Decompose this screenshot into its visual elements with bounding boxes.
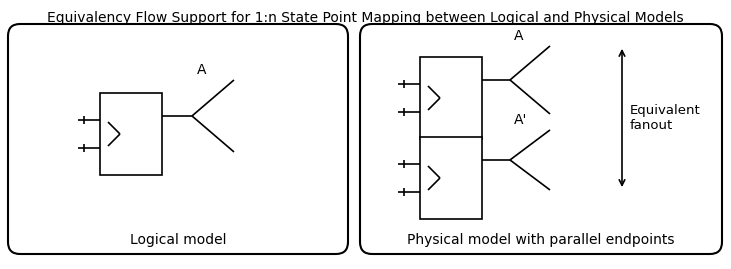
Text: Equivalency Flow Support for 1:n State Point Mapping between Logical and Physica: Equivalency Flow Support for 1:n State P…	[47, 11, 683, 25]
Text: Logical model: Logical model	[129, 233, 227, 247]
Text: A: A	[197, 63, 206, 77]
Bar	[420, 137, 482, 219]
FancyBboxPatch shape	[360, 24, 722, 254]
FancyBboxPatch shape	[8, 24, 348, 254]
Text: A': A'	[514, 113, 527, 127]
Text: Physical model with parallel endpoints: Physical model with parallel endpoints	[407, 233, 675, 247]
Bar	[100, 93, 162, 175]
Text: A: A	[514, 29, 523, 43]
Text: Equivalent
fanout: Equivalent fanout	[630, 104, 701, 132]
Bar	[420, 57, 482, 139]
